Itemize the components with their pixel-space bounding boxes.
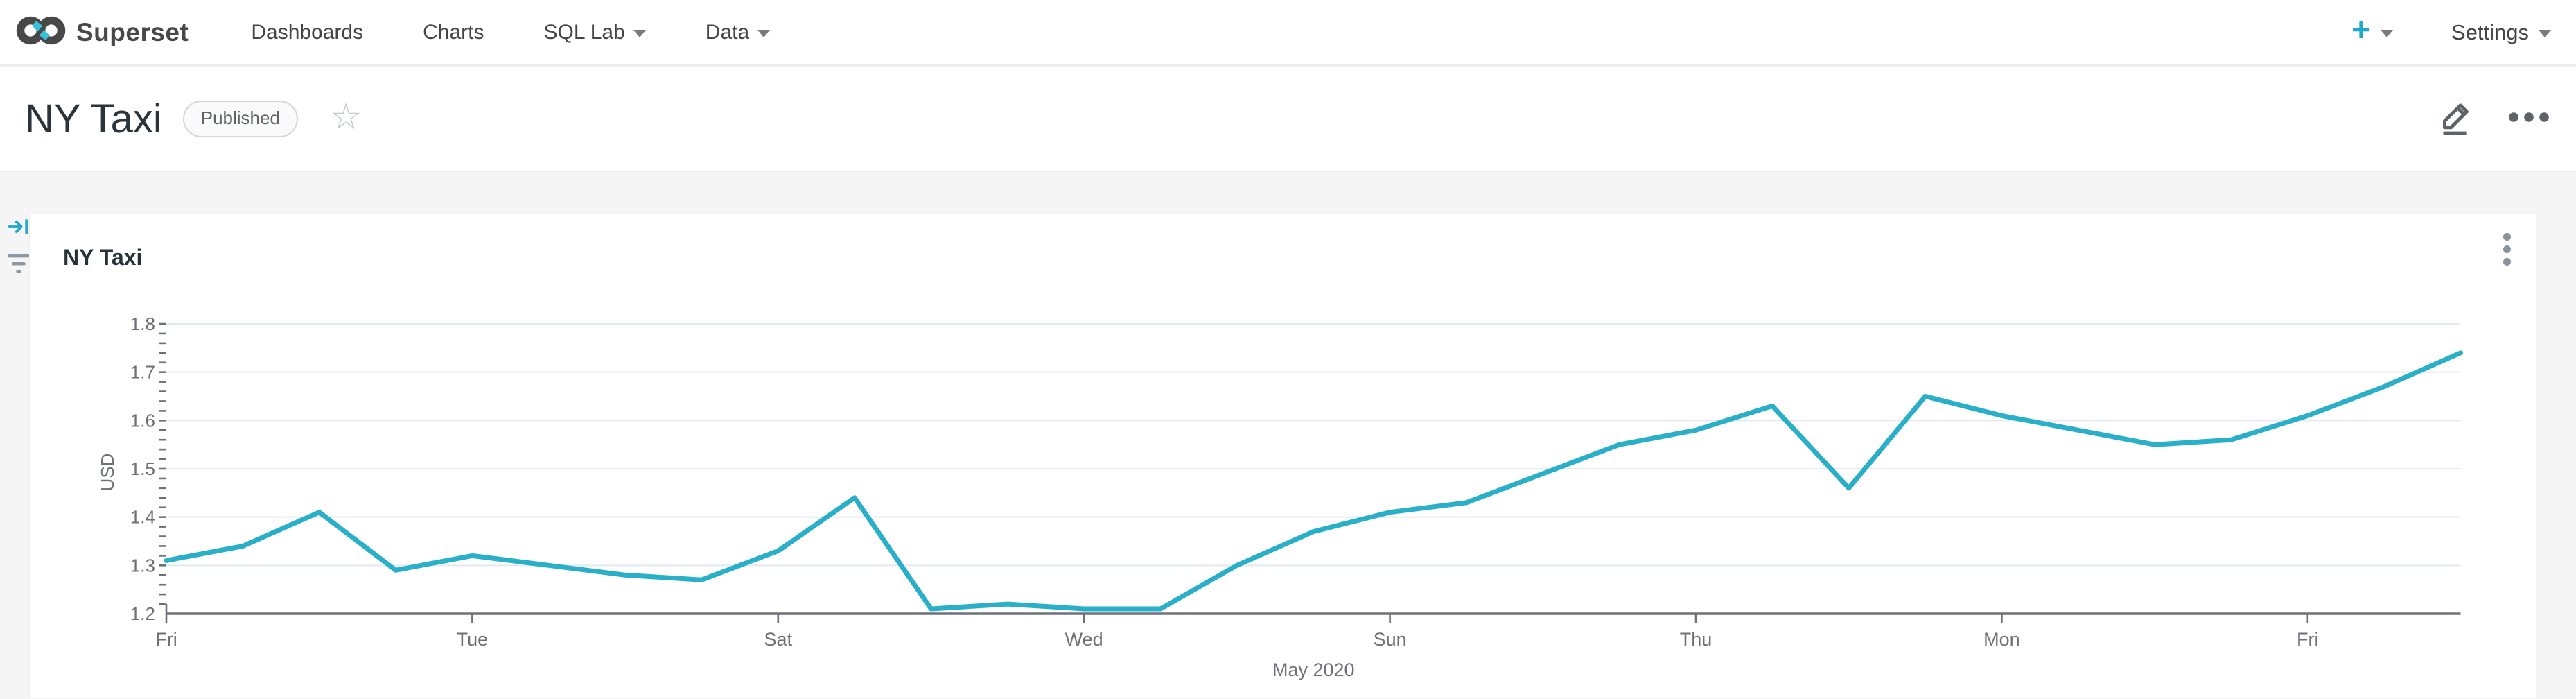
nav-item-charts[interactable]: Charts [423,20,484,44]
arrow-to-bar-icon [8,219,28,234]
svg-text:1.5: 1.5 [130,458,155,479]
kebab-dot [2503,257,2511,266]
header-actions [2439,99,2551,139]
kebab-dot [2503,232,2511,241]
svg-text:Fri: Fri [2297,629,2318,650]
nav-menu: Dashboards Charts SQL Lab Data [251,20,771,44]
svg-text:1.8: 1.8 [130,313,155,334]
new-item-button[interactable]: + [2351,13,2393,47]
svg-text:Fri: Fri [155,629,177,650]
superset-infinity-icon [15,14,67,51]
ellipsis-icon [2509,112,2549,122]
svg-text:1.7: 1.7 [130,362,155,383]
svg-text:May 2020: May 2020 [1272,659,1355,680]
svg-text:1.3: 1.3 [130,555,155,576]
svg-text:Mon: Mon [1983,629,2020,650]
nav-item-dashboards[interactable]: Dashboards [251,20,364,44]
kebab-dot [2503,245,2511,253]
chart-card: NY Taxi 1.2 1.3 1.4 1.5 1.6 1.7 1.8 USD Fri Tue Sa… [29,214,2536,698]
plus-icon: + [2351,11,2371,49]
chart-options-kebab-button[interactable] [2494,230,2519,268]
svg-text:USD: USD [97,454,118,492]
svg-text:Sat: Sat [764,629,793,650]
edit-dashboard-button[interactable] [2439,99,2473,139]
nav-item-sql-lab[interactable]: SQL Lab [543,21,646,44]
settings-menu[interactable]: Settings [2451,20,2551,45]
svg-text:Tue: Tue [457,629,489,650]
brand-name: Superset [76,17,189,46]
chart-title: NY Taxi [63,245,143,270]
top-navbar: Superset Dashboards Charts SQL Lab Data … [0,0,2576,66]
expand-filter-bar-button[interactable] [7,215,30,242]
page-title: NY Taxi [25,96,162,141]
published-badge[interactable]: Published [182,101,298,137]
more-actions-button[interactable] [2507,110,2551,128]
nav-item-data[interactable]: Data [706,21,771,44]
svg-text:Thu: Thu [1680,629,1712,650]
superset-logo[interactable]: Superset [0,14,189,51]
caret-down-icon [2380,30,2393,37]
caret-down-icon [633,30,646,37]
caret-down-icon [2539,30,2551,37]
filter-icon[interactable] [6,251,32,284]
svg-text:1.4: 1.4 [130,507,155,528]
line-chart: 1.2 1.3 1.4 1.5 1.6 1.7 1.8 USD Fri Tue Sat Wed Sun T… [97,313,2463,680]
dashboard-header: NY Taxi Published ☆ [0,67,2576,172]
svg-text:1.2: 1.2 [130,603,155,624]
favorite-star-icon[interactable]: ☆ [329,96,362,137]
svg-text:Wed: Wed [1065,629,1103,650]
svg-text:Sun: Sun [1374,629,1407,650]
caret-down-icon [757,30,771,37]
navbar-right: + Settings [2351,13,2576,47]
pencil-icon [2442,103,2469,135]
svg-text:1.6: 1.6 [130,410,155,431]
